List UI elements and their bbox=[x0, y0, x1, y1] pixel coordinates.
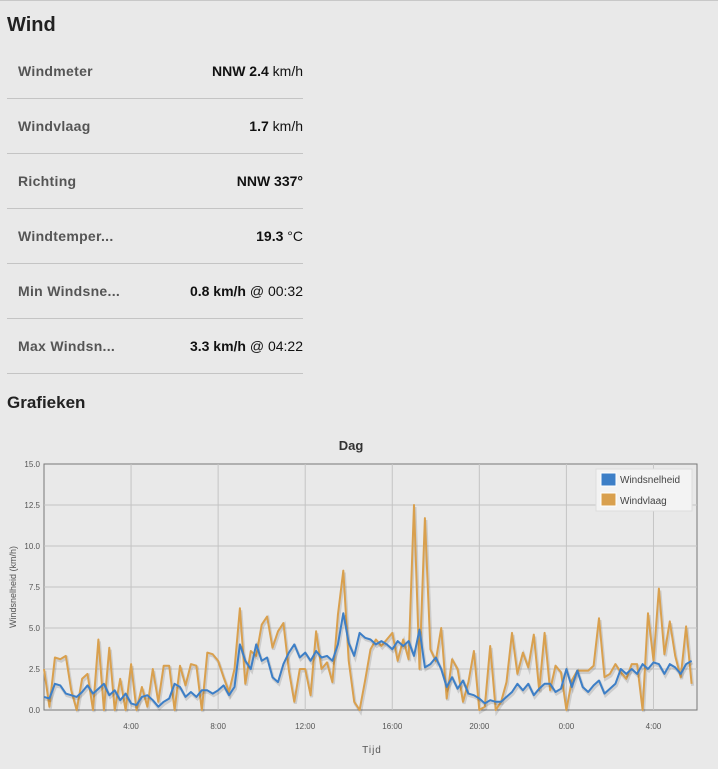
metric-row-max-windsnelheid[interactable]: Max Windsn... 3.3 km/h @ 04:22 bbox=[7, 319, 303, 374]
metric-value: 0.8 km/h @ 00:32 bbox=[190, 283, 303, 299]
wind-metrics-list: Windmeter NNW 2.4 km/h Windvlaag 1.7 km/… bbox=[7, 44, 303, 374]
y-tick-label: 15.0 bbox=[24, 460, 40, 469]
metric-value-unit: km/h bbox=[268, 63, 303, 79]
metric-value-main: NNW 337° bbox=[236, 173, 303, 189]
metric-value: NNW 2.4 km/h bbox=[212, 63, 303, 79]
series-shadow-windvlaag bbox=[43, 506, 695, 717]
x-tick-label: 4:00 bbox=[123, 722, 139, 731]
chart-title: Dag bbox=[339, 438, 364, 453]
metric-row-windtemperatuur[interactable]: Windtemper... 19.3 °C bbox=[7, 209, 303, 264]
metric-row-richting[interactable]: Richting NNW 337° bbox=[7, 154, 303, 209]
metric-value-main: 0.8 km/h bbox=[189, 283, 246, 299]
series-line-windvlaag bbox=[43, 504, 693, 711]
y-axis-label: Windsnelheid (km/h) bbox=[8, 546, 18, 628]
metric-value-main: 3.3 km/h bbox=[189, 338, 246, 354]
chart-canvas: Dag 0.0 2.5 5.0 7.5 10.0 12.5 15.0 4:00 8:00 12:0… bbox=[8, 438, 698, 756]
metric-value-unit: km/h bbox=[268, 118, 303, 134]
x-tick-label: 20:00 bbox=[469, 722, 490, 731]
metric-value-time: @ 00:32 bbox=[245, 283, 303, 299]
legend-label-windsnelheid: Windsnelheid bbox=[620, 475, 680, 486]
metric-row-windvlaag[interactable]: Windvlaag 1.7 km/h bbox=[7, 99, 303, 154]
metric-label: Windvlaag bbox=[18, 118, 91, 134]
metric-value-time: @ 04:22 bbox=[245, 338, 303, 354]
y-tick-label: 5.0 bbox=[29, 624, 41, 633]
metric-value-main: NNW 2.4 bbox=[211, 63, 269, 79]
metric-row-windmeter[interactable]: Windmeter NNW 2.4 km/h bbox=[7, 44, 303, 99]
chart-legend[interactable]: Windsnelheid Windvlaag bbox=[595, 468, 693, 512]
metric-value-unit: °C bbox=[283, 228, 303, 244]
metric-value-main: 1.7 bbox=[249, 118, 269, 134]
metric-value: 19.3 °C bbox=[256, 228, 303, 244]
y-tick-label: 7.5 bbox=[29, 583, 41, 592]
metric-label: Min Windsne... bbox=[18, 283, 121, 299]
chart-series bbox=[43, 504, 695, 717]
page-title: Wind bbox=[7, 14, 56, 36]
legend-label-windvlaag: Windvlaag bbox=[620, 496, 667, 507]
y-tick-label: 12.5 bbox=[24, 501, 40, 510]
metric-row-min-windsnelheid[interactable]: Min Windsne... 0.8 km/h @ 00:32 bbox=[7, 264, 303, 319]
y-tick-label: 0.0 bbox=[29, 706, 41, 715]
metric-value-main: 19.3 bbox=[256, 228, 284, 244]
y-tick-label: 10.0 bbox=[24, 542, 40, 551]
x-tick-label: 4:00 bbox=[646, 722, 662, 731]
legend-swatch-windsnelheid bbox=[600, 472, 617, 487]
metric-label: Max Windsn... bbox=[18, 338, 116, 354]
x-tick-label: 16:00 bbox=[382, 722, 403, 731]
metric-label: Richting bbox=[18, 173, 77, 189]
wind-chart[interactable]: Dag 0.0 2.5 5.0 7.5 10.0 12.5 15.0 4:00 8:00 12:0… bbox=[0, 431, 718, 764]
x-tick-label: 0:00 bbox=[559, 722, 575, 731]
metric-label: Windtemper... bbox=[18, 228, 114, 244]
metric-value: 3.3 km/h @ 04:22 bbox=[190, 338, 303, 354]
x-axis-label: Tijd bbox=[362, 745, 382, 756]
series-line-windsnelheid bbox=[43, 612, 693, 708]
x-tick-label: 12:00 bbox=[295, 722, 316, 731]
metric-value: NNW 337° bbox=[237, 173, 303, 189]
metric-value: 1.7 km/h bbox=[249, 118, 303, 134]
metric-label: Windmeter bbox=[18, 63, 93, 79]
section-heading-charts: Grafieken bbox=[7, 393, 86, 412]
legend-swatch-windvlaag bbox=[600, 492, 617, 507]
y-tick-label: 2.5 bbox=[29, 665, 41, 674]
x-tick-label: 8:00 bbox=[210, 722, 226, 731]
chart-ticks: 0.0 2.5 5.0 7.5 10.0 12.5 15.0 4:00 8:00 12:00 16:… bbox=[24, 460, 661, 731]
